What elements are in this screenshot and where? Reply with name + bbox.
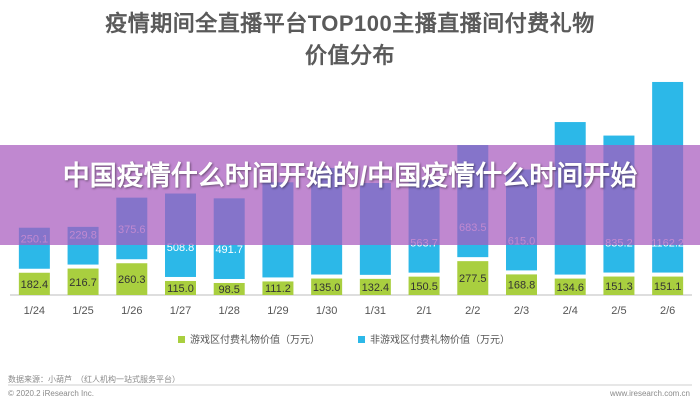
x-tick-label-1/26: 1/26 (121, 305, 142, 317)
chart-title-line1: 疫情期间全直播平台TOP100主播直播间付费礼物 (105, 11, 595, 36)
bar-game-1/27 (165, 280, 196, 295)
value-label-game-1/24: 182.4 (21, 279, 49, 291)
overlay-banner-text: 中国疫情什么时间开始的/中国疫情什么时间开始 (62, 161, 638, 191)
value-label-game-1/29: 111.2 (265, 283, 291, 295)
value-label-game-2/5: 151.3 (605, 281, 633, 293)
value-label-game-1/26: 260.3 (118, 274, 146, 286)
bar-game-1/26 (116, 263, 148, 295)
value-label-game-2/4: 134.6 (556, 282, 584, 294)
legend-game-swatch (178, 336, 185, 343)
value-label-game-1/27: 115.0 (167, 283, 194, 295)
x-tick-label-2/5: 2/5 (611, 305, 626, 317)
value-label-game-1/31: 132.4 (362, 282, 390, 294)
x-tick-label-1/30: 1/30 (316, 305, 337, 317)
bar-game-1/29 (262, 281, 294, 295)
data-source-note: 数据来源：小葫芦 （红人机构一站式服务平台） (8, 375, 180, 384)
bar-game-1/25 (67, 268, 99, 295)
x-tick-label-1/27: 1/27 (170, 305, 191, 317)
value-label-game-2/1: 150.5 (410, 281, 438, 293)
x-tick-label-2/1: 2/1 (416, 305, 431, 317)
bar-game-1/28 (213, 282, 245, 295)
copyright-right: www.iresearch.com.cn (609, 389, 690, 398)
x-tick-label-2/3: 2/3 (514, 305, 529, 317)
chart-title-line2: 价值分布 (304, 43, 395, 68)
bar-game-1/30 (311, 278, 343, 295)
legend-nongame-swatch (358, 336, 365, 343)
bar-game-2/6 (652, 276, 684, 295)
bar-game-2/2 (457, 261, 489, 295)
value-label-game-1/28: 98.5 (219, 284, 240, 296)
bar-game-2/4 (554, 278, 586, 295)
x-tick-label-1/28: 1/28 (219, 305, 240, 317)
overlay-banner (0, 145, 700, 245)
value-label-game-2/6: 151.1 (654, 281, 682, 293)
bar-game-1/24 (18, 272, 50, 295)
x-tick-label-1/24: 1/24 (24, 305, 45, 317)
bar-game-2/3 (506, 274, 537, 295)
legend-game-label: 游戏区付费礼物价值（万元） (190, 333, 320, 346)
value-label-game-2/2: 277.5 (459, 273, 487, 285)
bar-game-1/31 (359, 278, 391, 295)
value-label-game-2/3: 168.8 (508, 280, 536, 292)
copyright-left: © 2020.2 iResearch Inc. (8, 389, 94, 398)
legend-nongame-label: 非游戏区付费礼物价值（万元） (370, 333, 510, 346)
x-tick-label-1/29: 1/29 (267, 305, 288, 317)
value-label-nongame-1/28: 491.7 (215, 244, 243, 256)
x-tick-label-2/6: 2/6 (660, 305, 675, 317)
value-label-game-1/25: 216.7 (69, 277, 97, 289)
x-tick-label-1/25: 1/25 (72, 305, 93, 317)
value-label-game-1/30: 135.0 (313, 282, 341, 294)
x-tick-label-1/31: 1/31 (365, 305, 386, 317)
bar-game-2/5 (603, 276, 635, 295)
x-tick-label-2/4: 2/4 (563, 305, 578, 317)
bar-game-2/1 (408, 276, 440, 295)
x-tick-label-2/2: 2/2 (465, 305, 480, 317)
